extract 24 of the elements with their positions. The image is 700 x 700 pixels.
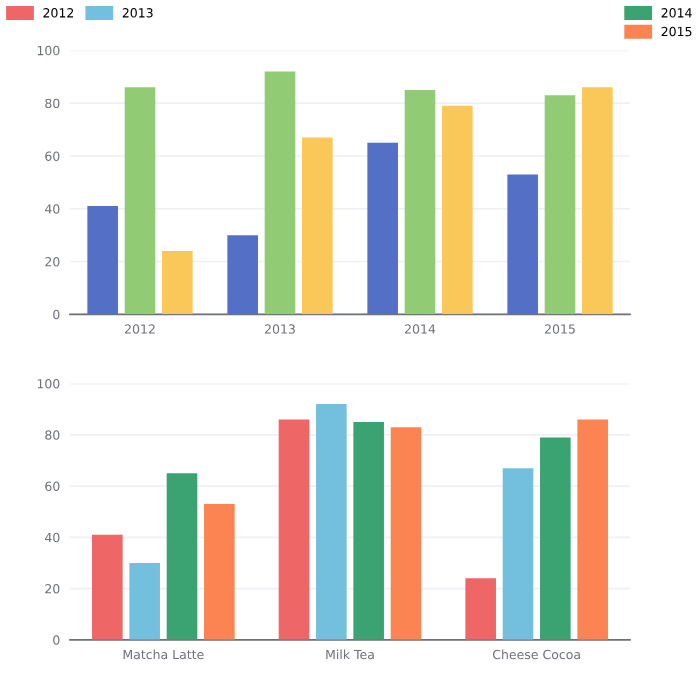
bar — [540, 437, 571, 640]
bar — [390, 427, 422, 640]
bar — [577, 419, 608, 640]
bar — [204, 504, 235, 640]
bar — [404, 89, 436, 315]
bar — [316, 404, 347, 640]
bar — [465, 578, 496, 640]
bar — [92, 534, 123, 640]
bar — [302, 137, 333, 315]
bar — [353, 422, 384, 640]
bar — [129, 562, 160, 640]
bar — [227, 235, 258, 315]
bar — [507, 174, 538, 315]
bar — [442, 105, 473, 315]
bar — [502, 468, 534, 640]
bar — [124, 87, 156, 315]
bar — [166, 473, 198, 640]
bar — [544, 95, 576, 315]
bar — [162, 250, 193, 315]
bar — [278, 419, 310, 640]
bar — [582, 87, 613, 315]
bar — [87, 206, 118, 315]
bar — [367, 142, 398, 315]
bar — [264, 71, 296, 315]
